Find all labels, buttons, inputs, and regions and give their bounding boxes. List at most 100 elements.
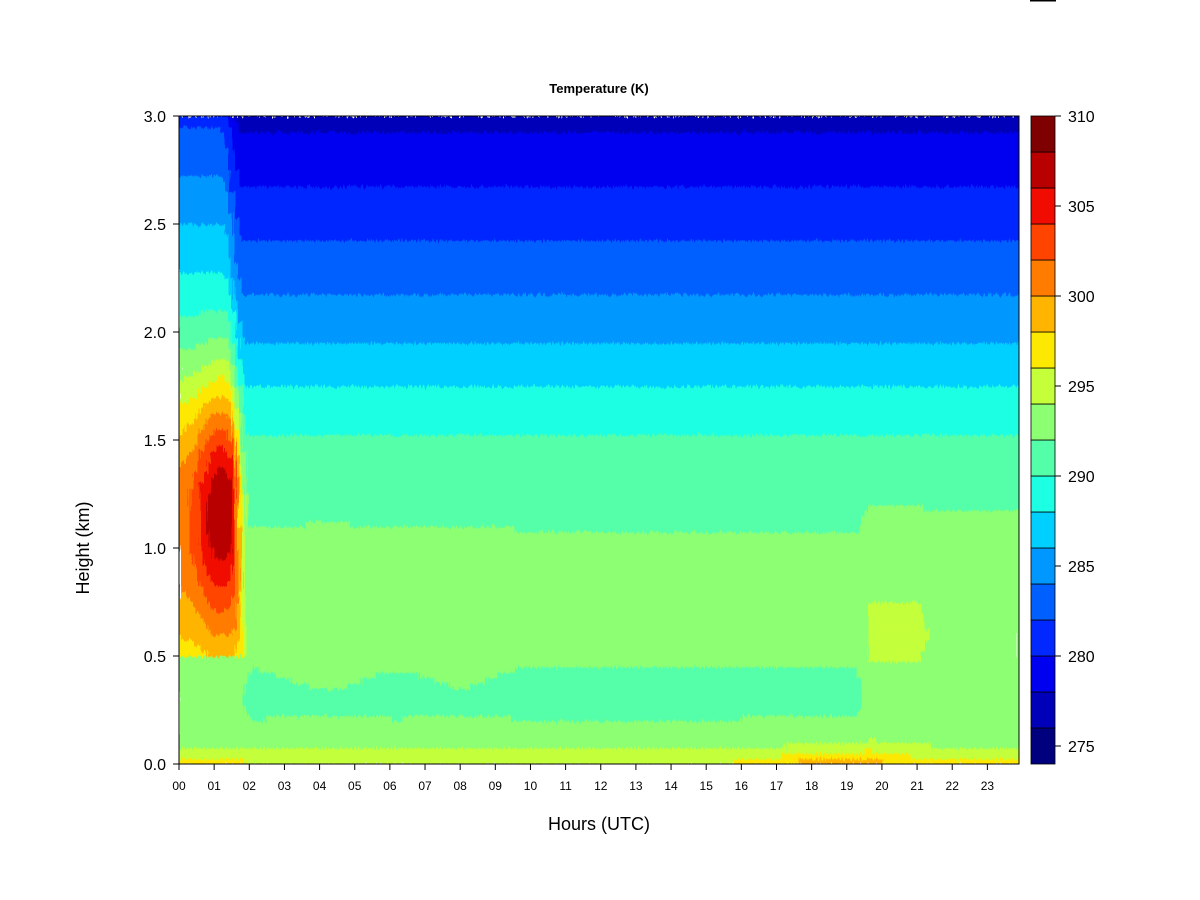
- heatmap-cell: [280, 191, 285, 198]
- heatmap-cell: [266, 742, 271, 749]
- heatmap-cell: [217, 364, 222, 371]
- heatmap-cell: [238, 386, 243, 392]
- heatmap-cell: [291, 548, 296, 554]
- heatmap-cell: [266, 553, 271, 560]
- heatmap-cell: [308, 359, 313, 365]
- heatmap-cell: [308, 618, 313, 625]
- heatmap-cell: [312, 234, 317, 241]
- heatmap-cell: [259, 602, 264, 608]
- heatmap-cell: [245, 418, 250, 425]
- heatmap-cell: [217, 483, 222, 490]
- heatmap-cell: [287, 747, 292, 754]
- heatmap-cell: [256, 234, 261, 241]
- heatmap-cell: [298, 726, 303, 733]
- heatmap-cell: [312, 386, 317, 392]
- heatmap-cell: [235, 472, 240, 479]
- heatmap-cell: [224, 488, 229, 495]
- heatmap-cell: [193, 585, 198, 592]
- heatmap-cell: [291, 180, 296, 187]
- heatmap-cell: [214, 170, 219, 176]
- heatmap-cell: [214, 164, 219, 171]
- heatmap-cell: [284, 234, 289, 241]
- heatmap-cell: [301, 175, 306, 182]
- heatmap-cell: [193, 693, 198, 700]
- heatmap-cell: [196, 526, 201, 533]
- heatmap-cell: [242, 305, 247, 311]
- heatmap-cell: [207, 753, 212, 760]
- heatmap-cell: [284, 445, 289, 452]
- heatmap-cell: [196, 607, 201, 614]
- heatmap-cell: [273, 202, 278, 209]
- heatmap-cell: [287, 234, 292, 241]
- heatmap-cell: [270, 418, 275, 425]
- heatmap-cell: [298, 256, 303, 263]
- heatmap-cell: [270, 175, 275, 182]
- heatmap-cell: [298, 170, 303, 176]
- heatmap-cell: [256, 623, 261, 630]
- heatmap-cell: [249, 537, 254, 544]
- heatmap-cell: [238, 715, 243, 722]
- heatmap-cell: [270, 207, 275, 214]
- heatmap-cell: [273, 645, 278, 652]
- heatmap-cell: [287, 753, 292, 760]
- heatmap-cell: [298, 683, 303, 689]
- heatmap-cell: [249, 267, 254, 274]
- heatmap-cell: [284, 278, 289, 284]
- heatmap-cell: [315, 656, 320, 662]
- heatmap-cell: [238, 332, 243, 338]
- heatmap-cell: [182, 553, 187, 560]
- heatmap-cell: [312, 132, 317, 139]
- heatmap-cell: [298, 596, 303, 603]
- heatmap-cell: [308, 305, 313, 311]
- heatmap-cell: [238, 413, 243, 419]
- heatmap-cell: [291, 596, 296, 603]
- heatmap-cell: [179, 434, 184, 441]
- heatmap-cell: [266, 218, 271, 225]
- heatmap-cell: [238, 256, 243, 263]
- heatmap-cell: [182, 504, 187, 511]
- heatmap-cell: [312, 742, 317, 749]
- heatmap-cell: [259, 240, 264, 247]
- heatmap-cell: [228, 656, 233, 662]
- heatmap-cell: [242, 672, 247, 679]
- heatmap-cell: [319, 137, 324, 144]
- heatmap-cell: [259, 191, 264, 198]
- heatmap-cell: [259, 418, 264, 425]
- heatmap-cell: [214, 191, 219, 198]
- heatmap-cell: [179, 661, 184, 668]
- heatmap-cell: [280, 634, 285, 641]
- heatmap-cell: [301, 440, 306, 446]
- heatmap-cell: [196, 213, 201, 220]
- heatmap-cell: [270, 283, 275, 290]
- heatmap-cell: [270, 391, 275, 398]
- heatmap-cell: [252, 564, 257, 571]
- heatmap-cell: [263, 726, 268, 733]
- heatmap-cell: [252, 650, 257, 657]
- heatmap-cell: [259, 326, 264, 333]
- heatmap-cell: [287, 369, 292, 376]
- heatmap-cell: [252, 364, 257, 371]
- heatmap-cell: [280, 467, 285, 473]
- heatmap-cell: [266, 472, 271, 479]
- heatmap-cell: [245, 434, 250, 441]
- heatmap-cell: [179, 710, 184, 716]
- heatmap-cell: [203, 683, 208, 689]
- heatmap-cell: [196, 747, 201, 754]
- heatmap-cell: [214, 342, 219, 349]
- heatmap-cell: [217, 472, 222, 479]
- heatmap-cell: [252, 251, 257, 257]
- heatmap-cell: [287, 321, 292, 328]
- heatmap-cell: [252, 591, 257, 598]
- heatmap-cell: [179, 364, 184, 371]
- heatmap-cell: [200, 126, 205, 133]
- heatmap-cell: [266, 342, 271, 349]
- heatmap-cell: [221, 413, 226, 419]
- heatmap-cell: [291, 121, 296, 128]
- heatmap-cell: [305, 569, 310, 576]
- heatmap-cell: [273, 391, 278, 398]
- heatmap-cell: [308, 634, 313, 641]
- heatmap-cell: [312, 391, 317, 398]
- heatmap-cell: [228, 510, 233, 517]
- heatmap-cell: [203, 256, 208, 263]
- heatmap-cell: [301, 515, 306, 522]
